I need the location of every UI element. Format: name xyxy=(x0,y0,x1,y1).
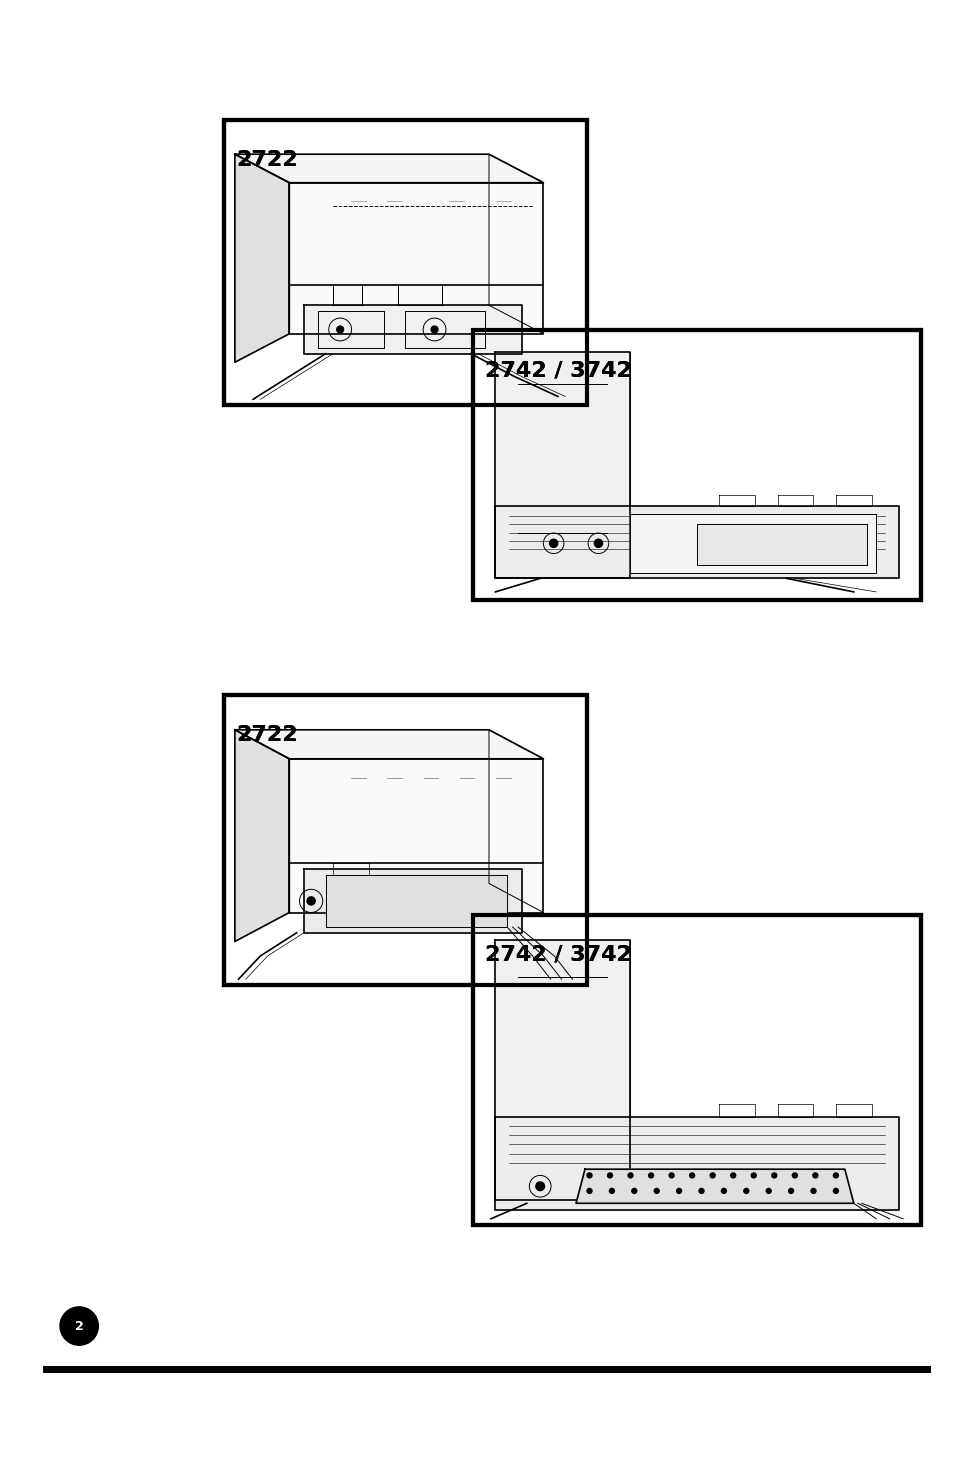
Circle shape xyxy=(609,1189,614,1193)
Bar xyxy=(224,695,586,985)
Text: 2722: 2722 xyxy=(235,150,297,170)
Circle shape xyxy=(771,1173,776,1179)
Bar xyxy=(224,119,586,406)
Text: 2742 / 3742: 2742 / 3742 xyxy=(484,360,631,381)
Polygon shape xyxy=(325,875,507,926)
Circle shape xyxy=(730,1173,735,1179)
Bar xyxy=(473,330,920,600)
Bar xyxy=(473,914,920,1226)
Circle shape xyxy=(833,1189,838,1193)
Circle shape xyxy=(709,1173,715,1179)
Circle shape xyxy=(810,1189,815,1193)
Circle shape xyxy=(792,1173,797,1179)
Circle shape xyxy=(812,1173,817,1179)
Text: 2742 / 3742: 2742 / 3742 xyxy=(484,945,631,965)
Text: 2: 2 xyxy=(74,1320,84,1332)
Circle shape xyxy=(765,1189,770,1193)
Polygon shape xyxy=(234,730,543,758)
Circle shape xyxy=(676,1189,680,1193)
Circle shape xyxy=(720,1189,725,1193)
Polygon shape xyxy=(495,940,629,1201)
Circle shape xyxy=(307,897,314,906)
Circle shape xyxy=(336,326,343,333)
Circle shape xyxy=(594,540,602,547)
Circle shape xyxy=(648,1173,653,1179)
Bar xyxy=(473,914,920,1226)
Circle shape xyxy=(788,1189,793,1193)
Circle shape xyxy=(699,1189,703,1193)
Text: 2722: 2722 xyxy=(235,726,297,745)
Circle shape xyxy=(60,1307,98,1345)
Text: 2742 / 3742: 2742 / 3742 xyxy=(484,360,631,381)
Circle shape xyxy=(586,1189,592,1193)
Polygon shape xyxy=(234,155,289,363)
Bar xyxy=(473,330,920,600)
Polygon shape xyxy=(697,525,866,565)
Circle shape xyxy=(607,1173,612,1179)
Polygon shape xyxy=(576,1170,853,1204)
Bar xyxy=(224,119,586,406)
Circle shape xyxy=(627,1173,633,1179)
Circle shape xyxy=(668,1173,674,1179)
Polygon shape xyxy=(495,351,629,578)
Circle shape xyxy=(689,1173,694,1179)
Polygon shape xyxy=(234,155,543,183)
Circle shape xyxy=(631,1189,636,1193)
Polygon shape xyxy=(289,183,543,333)
Text: 2722: 2722 xyxy=(235,726,297,745)
Circle shape xyxy=(654,1189,659,1193)
Text: 2742 / 3742: 2742 / 3742 xyxy=(484,945,631,965)
Polygon shape xyxy=(495,1117,898,1210)
Polygon shape xyxy=(304,869,521,932)
Circle shape xyxy=(750,1173,756,1179)
Polygon shape xyxy=(304,305,521,354)
Bar xyxy=(224,695,586,985)
Circle shape xyxy=(549,540,558,547)
Circle shape xyxy=(833,1173,838,1179)
Circle shape xyxy=(743,1189,748,1193)
Polygon shape xyxy=(289,758,543,913)
Circle shape xyxy=(586,1173,592,1179)
Circle shape xyxy=(431,326,437,333)
Circle shape xyxy=(536,1181,544,1190)
Polygon shape xyxy=(629,513,875,572)
Polygon shape xyxy=(495,506,898,578)
Polygon shape xyxy=(234,730,289,941)
Text: 2722: 2722 xyxy=(235,150,297,170)
